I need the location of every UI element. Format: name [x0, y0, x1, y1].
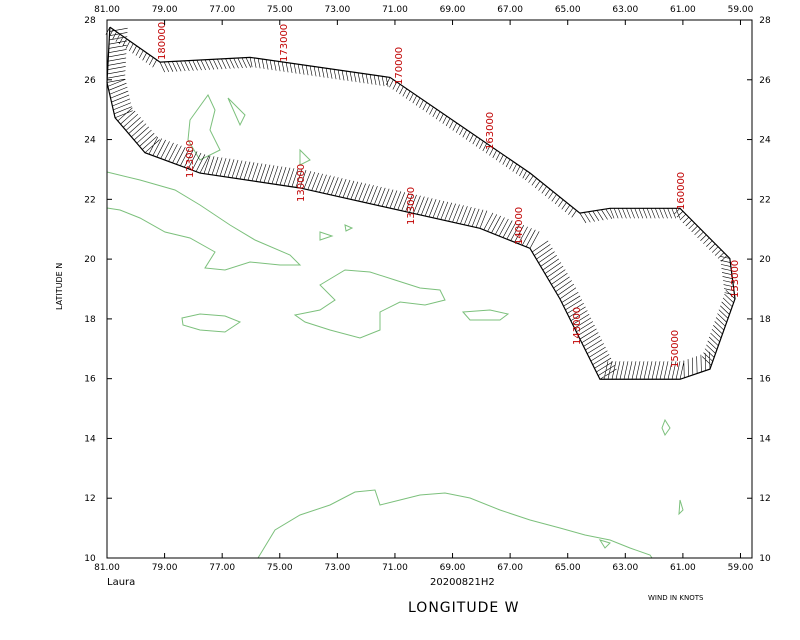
y-tick-label: 20: [84, 255, 96, 265]
x-tick-label: 65.00: [555, 563, 581, 573]
time-label: 153000: [730, 260, 741, 298]
x-tick-label: 77.00: [209, 563, 235, 573]
x-tick-label: 67.00: [497, 5, 523, 15]
x-tick-label: 71.00: [382, 563, 408, 573]
time-label: 123000: [185, 140, 196, 178]
coastlines: [106, 94, 684, 559]
x-tick-label: 81.00: [94, 563, 120, 573]
y-tick-label: 12: [84, 494, 95, 504]
y-tick-label: 16: [759, 375, 771, 385]
x-tick-label: 59.00: [728, 5, 754, 15]
x-tick-label: 69.00: [440, 563, 466, 573]
y-tick-label: 22: [759, 195, 770, 205]
y-tick-label: 22: [84, 195, 95, 205]
x-tick-label: 63.00: [612, 5, 638, 15]
time-labels: 180000 173000 170000 163000 160000 15300…: [157, 22, 741, 368]
x-tick-label: 65.00: [555, 5, 581, 15]
flight-track: [106, 26, 736, 380]
y-tick-label: 14: [84, 434, 96, 444]
time-label: 163000: [485, 112, 496, 150]
y-tick-label: 26: [84, 76, 96, 86]
time-label: 150000: [670, 330, 681, 368]
time-label: 140000: [514, 207, 525, 245]
wind-note: WIND IN KNOTS: [648, 594, 704, 602]
x-tick-label: 79.00: [152, 5, 178, 15]
y-tick-label: 10: [759, 554, 771, 564]
x-tick-label: 71.00: [382, 5, 408, 15]
x-tick-label: 69.00: [440, 5, 466, 15]
x-tick-label: 73.00: [324, 563, 350, 573]
x-tick-label: 73.00: [324, 5, 350, 15]
y-tick-label: 10: [84, 554, 96, 564]
y-tick-label: 24: [759, 136, 771, 146]
y-tick-label: 16: [84, 375, 96, 385]
y-tick-label: 14: [759, 434, 771, 444]
y-tick-label: 18: [759, 315, 771, 325]
y-axis-title: LATITUDE N: [55, 263, 64, 310]
time-label: 160000: [676, 172, 687, 210]
x-axis-title: LONGITUDE W: [408, 600, 520, 616]
x-tick-label: 59.00: [728, 563, 754, 573]
x-tick-label: 77.00: [209, 5, 235, 15]
y-tick-label: 28: [759, 16, 771, 26]
storm-name: Laura: [107, 577, 135, 588]
y-tick-label: 18: [84, 315, 96, 325]
time-label: 180000: [157, 22, 168, 60]
wind-barbs: [105, 27, 736, 380]
y-tick-label: 24: [84, 136, 96, 146]
y-tick-label: 28: [84, 16, 96, 26]
y-tick-label: 20: [759, 255, 771, 265]
time-label: 170000: [394, 47, 405, 85]
y-tick-label: 26: [759, 76, 771, 86]
x-tick-label: 67.00: [497, 563, 523, 573]
x-tick-label: 75.00: [267, 5, 293, 15]
x-tick-label: 79.00: [152, 563, 178, 573]
x-tick-label: 63.00: [612, 563, 638, 573]
x-tick-label: 61.00: [670, 563, 696, 573]
track-layer: [105, 26, 736, 380]
x-tick-label: 81.00: [94, 5, 120, 15]
time-label: 143000: [572, 307, 583, 345]
x-tick-label: 75.00: [267, 563, 293, 573]
mission-id: 20200821H2: [430, 577, 495, 588]
time-label: 130000: [296, 164, 307, 202]
y-tick-label: 12: [759, 494, 770, 504]
time-label: 173000: [279, 24, 290, 62]
plot-frame: [106, 19, 753, 559]
x-tick-label: 61.00: [670, 5, 696, 15]
time-label: 133000: [406, 187, 417, 225]
